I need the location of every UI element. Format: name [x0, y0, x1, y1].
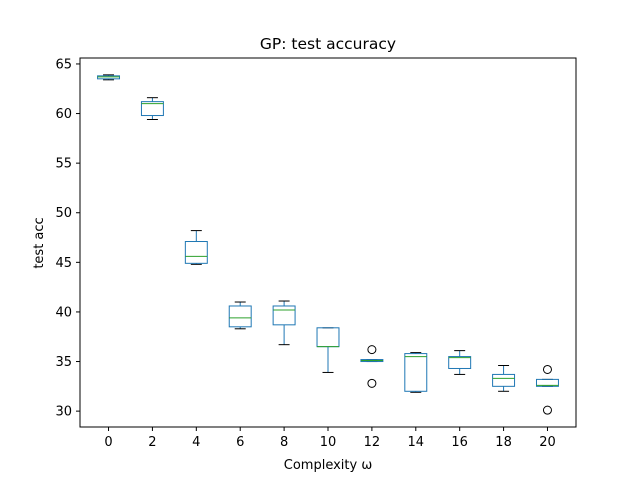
x-tick-label: 0 — [104, 435, 112, 450]
x-tick-label: 4 — [192, 435, 200, 450]
y-tick-label: 60 — [55, 107, 72, 122]
box-body — [272, 305, 296, 326]
box-6 — [228, 301, 252, 330]
box-20 — [535, 364, 559, 415]
box-18 — [492, 365, 516, 392]
plot-frame — [79, 57, 577, 428]
box-body — [184, 241, 208, 264]
y-tick-label: 35 — [55, 355, 72, 370]
y-tick-label: 45 — [55, 256, 72, 271]
box-plot-marks — [97, 74, 559, 415]
x-axis-label: Complexity ω — [284, 458, 372, 473]
x-tick-label: 2 — [148, 435, 156, 450]
x-tick-label: 10 — [320, 435, 337, 450]
box-body — [448, 356, 472, 369]
box-8 — [272, 300, 296, 346]
x-tick-label: 16 — [451, 435, 468, 450]
y-tick-label: 40 — [55, 305, 72, 320]
box-2 — [140, 97, 164, 120]
box-body — [404, 353, 428, 392]
box-body — [535, 378, 559, 387]
y-axis-label: test acc — [32, 217, 47, 268]
y-tick-label: 55 — [55, 157, 72, 172]
y-tick-label: 65 — [55, 57, 72, 72]
box-body — [228, 305, 252, 328]
y-tick-label: 30 — [55, 405, 72, 420]
box-body — [492, 373, 516, 387]
outlier-point — [542, 405, 552, 415]
x-tick-label: 6 — [236, 435, 244, 450]
y-tick-label: 50 — [55, 206, 72, 221]
axis-ticks: 0 2 4 6 8 10 12 14 16 18 20 30 35 40 45 50 55 60 65 — [55, 57, 555, 450]
box-14 — [404, 352, 428, 393]
box-16 — [448, 350, 472, 375]
x-tick-label: 20 — [539, 435, 556, 450]
outlier-point — [367, 345, 377, 355]
box-4 — [184, 230, 208, 265]
x-tick-label: 14 — [408, 435, 425, 450]
outlier-point — [542, 364, 552, 374]
x-tick-label: 18 — [495, 435, 512, 450]
box-10 — [316, 327, 340, 373]
box-body — [140, 101, 164, 117]
x-tick-label: 12 — [364, 435, 381, 450]
x-tick-label: 8 — [280, 435, 288, 450]
box-0 — [97, 74, 121, 81]
chart-title: GP: test accuracy — [260, 35, 396, 53]
box-12 — [360, 345, 384, 388]
outlier-point — [367, 378, 377, 388]
